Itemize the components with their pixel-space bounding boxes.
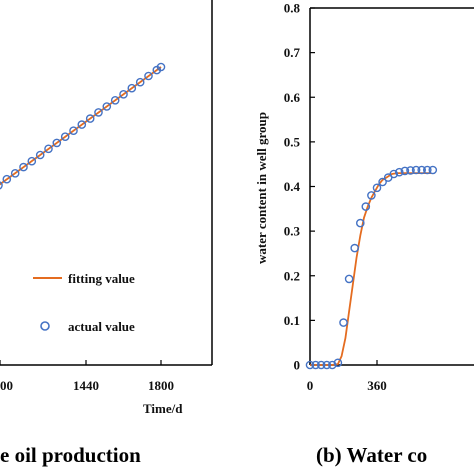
right-actual-point [344, 274, 354, 284]
right-actual-point [406, 166, 415, 175]
right-y-tick-label: 0.7 [284, 45, 301, 60]
left-caption: e oil production [0, 443, 141, 467]
right-caption: (b) Water co [316, 443, 427, 467]
right-actual-point [411, 165, 421, 175]
right-actual-point [367, 191, 376, 200]
right-y-ticks: 0 0.1 0.2 0.3 0.4 0.5 0.6 0.7 0.8 [284, 1, 315, 373]
left-chart-panel: 00 1440 1800 Time/d fitting value actual v… [0, 0, 213, 467]
left-actual-point [10, 168, 20, 178]
left-x-tick-label: 00 [0, 378, 13, 393]
right-actual-point [350, 243, 360, 253]
left-actual-point [2, 174, 12, 184]
legend-fitting-label: fitting value [68, 271, 135, 286]
right-y-axis-title: water content in well group [254, 112, 269, 264]
left-actual-point [144, 71, 153, 81]
right-actual-point [322, 360, 332, 370]
right-actual-point [361, 202, 371, 211]
left-actual-point [0, 181, 3, 190]
left-plot-area [0, 62, 166, 190]
right-actual-point [305, 360, 315, 370]
left-actual-point [102, 102, 112, 111]
left-actual-point [127, 83, 137, 93]
left-actual-point [156, 62, 166, 72]
left-actual-point [52, 138, 62, 148]
left-actual-point [85, 114, 95, 123]
left-actual-point [77, 120, 87, 129]
right-actual-point [422, 165, 432, 175]
right-actual-point [428, 165, 438, 175]
right-y-tick-label: 0 [294, 358, 301, 373]
right-y-tick-label: 0.4 [284, 179, 301, 194]
right-x-tick-label: 0 [307, 378, 314, 393]
right-y-tick-label: 0.8 [284, 1, 301, 16]
left-actual-point [19, 162, 28, 172]
right-y-tick-label: 0.6 [284, 90, 301, 105]
right-plot-area [305, 165, 438, 370]
right-actual-point [355, 218, 365, 228]
legend-marker-swatch [40, 321, 50, 331]
right-actual-point [394, 167, 404, 177]
right-actual-point [389, 169, 399, 179]
right-actual-point [311, 360, 320, 370]
right-chart-panel: 0 0.1 0.2 0.3 0.4 0.5 0.6 0.7 0.8 0 360 water con… [254, 1, 474, 467]
right-actual-point [339, 318, 348, 327]
right-actual-point [400, 166, 410, 176]
right-x-tick-label: 360 [367, 378, 387, 393]
left-actual-point [69, 126, 78, 135]
left-x-ticks: 00 1440 1800 [0, 360, 174, 393]
left-fitting-line [0, 66, 162, 186]
right-y-tick-label: 0.2 [284, 268, 300, 283]
left-actual-point [35, 150, 45, 160]
left-actual-point [94, 108, 103, 117]
right-fitting-line [310, 172, 431, 366]
left-actual-point [110, 96, 120, 105]
right-actual-point [372, 183, 382, 193]
left-legend: fitting value actual value [33, 271, 135, 334]
left-actual-point [27, 156, 37, 166]
right-actual-point [316, 360, 326, 370]
right-actual-point [417, 165, 427, 175]
left-actual-point [44, 144, 53, 154]
right-actual-point [333, 358, 343, 368]
left-actual-point [135, 77, 145, 87]
left-x-tick-label: 1800 [148, 378, 174, 393]
left-actual-point [119, 90, 128, 99]
right-actual-point [378, 177, 387, 187]
right-y-tick-label: 0.1 [284, 313, 300, 328]
left-x-tick-label: 1440 [73, 378, 99, 393]
right-y-tick-label: 0.5 [284, 134, 301, 149]
right-actual-point [327, 360, 337, 370]
left-x-axis-title: Time/d [143, 401, 183, 416]
right-y-tick-label: 0.3 [284, 224, 301, 239]
legend-actual-label: actual value [68, 319, 135, 334]
left-actual-point [60, 132, 70, 141]
